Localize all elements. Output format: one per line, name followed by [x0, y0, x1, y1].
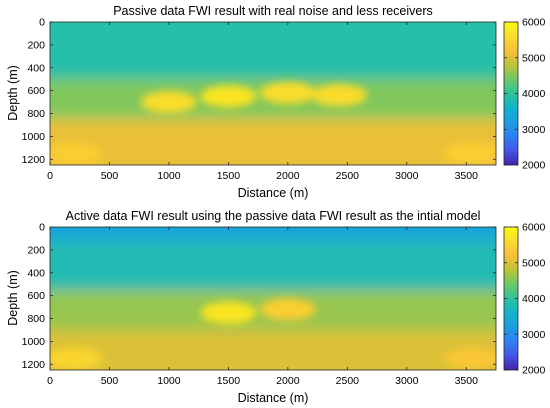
x-tick-label: 500 — [101, 170, 119, 182]
x-tick-label: 0 — [47, 170, 53, 182]
velocity-anomaly — [50, 347, 102, 370]
x-tick-label: 500 — [101, 375, 119, 387]
x-axis-label: Distance (m) — [238, 391, 309, 405]
x-axis-ticks: 0 500 1000 1500 2000 2500 3000 3500 — [47, 22, 478, 182]
colorbar-tick-label: 6000 — [522, 17, 546, 29]
x-tick-label: 2000 — [276, 375, 300, 387]
colorbar-tick-label: 4000 — [522, 88, 546, 100]
velocity-zone — [50, 329, 496, 370]
colorbar-tick-label: 2000 — [522, 160, 546, 172]
x-tick-label: 0 — [47, 375, 53, 387]
y-tick-label: 1000 — [22, 336, 46, 348]
velocity-zone — [50, 119, 496, 165]
velocity-zone — [50, 22, 496, 80]
x-tick-label: 3000 — [395, 375, 419, 387]
velocity-anomaly — [444, 347, 496, 370]
panel-top: Passive data FWI result with real noise … — [6, 4, 546, 200]
x-tick-label: 1000 — [157, 170, 181, 182]
colorbar-tick-label: 5000 — [522, 257, 546, 269]
plot-frame — [49, 21, 497, 166]
chart-title: Active data FWI result using the passive… — [66, 209, 481, 223]
colorbar-tick-label: 3000 — [522, 124, 546, 136]
colorbar-ticks: 6000 5000 4000 3000 2000 — [504, 17, 546, 172]
y-tick-label: 0 — [39, 222, 45, 234]
colorbar-tick-label: 2000 — [522, 365, 546, 377]
velocity-anomaly — [259, 81, 316, 104]
velocity-anomaly — [200, 85, 257, 108]
y-tick-label: 800 — [27, 313, 45, 325]
y-tick-label: 1000 — [22, 131, 46, 143]
y-tick-label: 200 — [27, 244, 45, 256]
velocity-anomaly — [311, 84, 368, 107]
velocity-anomaly — [259, 298, 316, 321]
y-axis-label: Depth (m) — [6, 65, 20, 121]
y-axis-label: Depth (m) — [6, 270, 20, 326]
y-axis-ticks: 0 200 400 600 800 1000 1200 — [22, 222, 496, 371]
x-tick-label: 3000 — [395, 170, 419, 182]
y-tick-label: 800 — [27, 108, 45, 120]
velocity-zone — [50, 227, 496, 241]
colorbar-tick-label: 6000 — [522, 222, 546, 234]
heatmap-area — [50, 227, 496, 370]
y-tick-label: 1200 — [22, 154, 46, 166]
velocity-anomaly — [50, 142, 102, 165]
x-tick-label: 1000 — [157, 375, 181, 387]
x-tick-label: 2000 — [276, 170, 300, 182]
y-tick-label: 1200 — [22, 359, 46, 371]
y-tick-label: 0 — [39, 17, 45, 29]
x-tick-label: 1500 — [217, 375, 241, 387]
heatmap-area — [50, 22, 496, 165]
x-tick-label: 1500 — [217, 170, 241, 182]
colorbar-tick-label: 5000 — [522, 52, 546, 64]
velocity-anomaly — [444, 142, 496, 165]
colorbar-tick-label: 4000 — [522, 293, 546, 305]
y-tick-label: 600 — [27, 85, 45, 97]
y-tick-label: 200 — [27, 39, 45, 51]
x-axis-ticks: 0 500 1000 1500 2000 2500 3000 3500 — [47, 227, 478, 387]
y-axis-ticks: 0 200 400 600 800 1000 1200 — [22, 17, 496, 166]
plot-frame — [49, 226, 497, 371]
velocity-anomaly — [140, 91, 197, 114]
x-tick-label: 3500 — [455, 170, 479, 182]
x-tick-label: 2500 — [336, 375, 360, 387]
y-tick-label: 400 — [27, 62, 45, 74]
x-tick-label: 3500 — [455, 375, 479, 387]
colorbar-tick-label: 3000 — [522, 329, 546, 341]
velocity-anomaly — [200, 301, 257, 324]
colorbar-ticks: 6000 5000 4000 3000 2000 — [504, 222, 546, 377]
panel-bottom: Active data FWI result using the passive… — [6, 209, 546, 405]
velocity-zone — [50, 240, 496, 290]
chart-title: Passive data FWI result with real noise … — [113, 4, 433, 18]
y-tick-label: 400 — [27, 267, 45, 279]
x-tick-label: 2500 — [336, 170, 360, 182]
y-tick-label: 600 — [27, 290, 45, 302]
x-axis-label: Distance (m) — [238, 186, 309, 200]
